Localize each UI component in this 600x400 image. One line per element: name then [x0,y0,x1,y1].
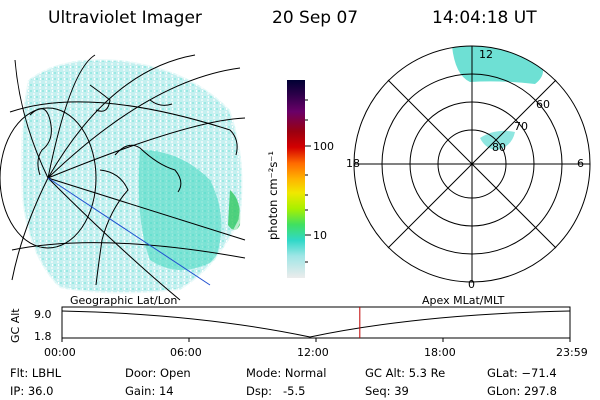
ground-track-line [47,177,211,286]
map-coastlines [29,84,238,286]
door-label: Door: Open [125,366,191,380]
orbit-x-tick-1200: 12:00 [297,346,329,359]
orbit-y-tick-min: 1.8 [34,330,52,343]
glon-label: GLon: 297.8 [487,384,557,398]
gc-alt-label: GC Alt: 5.3 Re [365,366,446,380]
orbit-x-tick-2359: 23:59 [556,346,588,359]
geographic-coord-label: Geographic Lat/Lon [70,294,178,307]
mode-label: Mode: Normal [246,366,327,380]
ip-label: IP: 36.0 [10,384,54,398]
dsp-label: Dsp: -5.5 [246,384,306,398]
mlat-label-60: 60 [536,98,550,111]
orbit-x-tick-0600: 06:00 [170,346,202,359]
date-label: 20 Sep 07 [272,8,359,28]
orbit-plot-frame [61,306,571,339]
mlat-label-80: 80 [492,141,506,154]
filter-label: Flt: LBHL [10,366,62,380]
instrument-title: Ultraviolet Imager [48,8,202,28]
orbit-x-tick-0000: 00:00 [44,346,76,359]
polar-aurora-patch [480,130,515,150]
colorbar-gradient [287,80,305,278]
polar-grid [353,45,591,283]
orbit-y-tick-max: 9.0 [34,308,52,321]
map-graticule [0,54,246,301]
glat-label: GLat: −71.4 [487,366,557,380]
time-label: 14:04:18 UT [432,8,537,28]
orbit-x-ticks [61,338,571,342]
gain-label: Gain: 14 [125,384,174,398]
mlt-label-dusk: 18 [346,157,360,170]
seq-label: Seq: 39 [365,384,409,398]
colorbar-tick-10: 10 [313,229,327,242]
apex-coord-label: Apex MLat/MLT [422,294,505,307]
mlat-label-70: 70 [514,120,528,133]
mlt-label-midnight: 0 [468,278,475,291]
altitude-curve [61,310,571,338]
colorbar-tick-100: 100 [313,140,334,153]
orbit-x-tick-1800: 18:00 [424,346,456,359]
colorbar-ticks [305,99,311,263]
mlt-label-dawn: 6 [577,157,584,170]
mlt-label-noon: 12 [479,48,493,61]
